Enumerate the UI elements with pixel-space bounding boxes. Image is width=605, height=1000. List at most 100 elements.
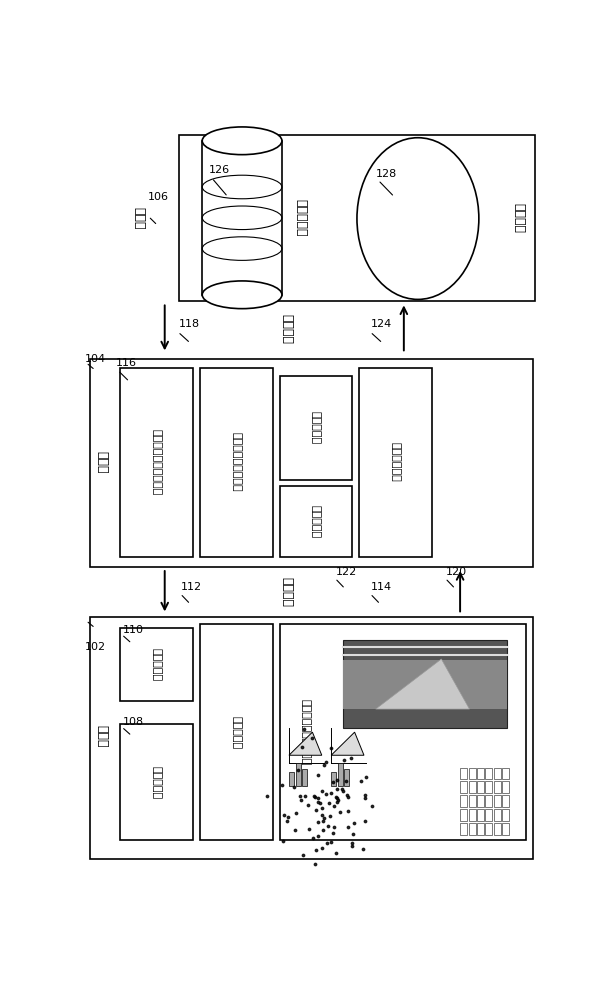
Point <box>289 779 299 795</box>
Point <box>319 757 329 773</box>
Bar <box>502 823 509 835</box>
Bar <box>302 769 307 786</box>
Bar <box>485 795 492 807</box>
Point <box>311 802 321 818</box>
Point <box>298 847 308 863</box>
Point <box>321 786 330 802</box>
Text: 文件系统: 文件系统 <box>512 203 525 233</box>
Text: 参数编辑器: 参数编辑器 <box>231 716 241 749</box>
Point <box>277 777 287 793</box>
Text: 112: 112 <box>181 582 202 592</box>
Point <box>367 798 377 814</box>
Bar <box>502 809 509 821</box>
Bar <box>120 628 193 701</box>
Text: 地震线推荐器: 地震线推荐器 <box>391 442 401 482</box>
Point <box>284 809 293 825</box>
Point <box>348 826 358 842</box>
Point <box>326 740 336 756</box>
Point <box>323 818 333 834</box>
Point <box>337 781 347 797</box>
Point <box>332 794 342 810</box>
Bar <box>494 795 501 807</box>
Point <box>347 835 356 851</box>
Bar <box>494 768 501 779</box>
Bar <box>289 772 294 786</box>
Bar <box>343 640 507 728</box>
Text: 108: 108 <box>122 717 143 727</box>
Point <box>358 841 368 857</box>
Point <box>346 750 356 766</box>
Point <box>347 838 357 854</box>
Text: 128: 128 <box>376 169 397 179</box>
Point <box>330 819 339 835</box>
Point <box>342 787 352 803</box>
Bar <box>460 781 467 793</box>
Point <box>317 783 327 799</box>
Point <box>310 856 319 872</box>
Text: 相似的地震数据搜索器: 相似的地震数据搜索器 <box>151 429 162 495</box>
Text: 124: 124 <box>371 319 392 329</box>
Point <box>348 815 358 831</box>
Bar <box>343 660 507 709</box>
Point <box>317 807 327 823</box>
Bar <box>120 368 193 557</box>
Bar <box>502 795 509 807</box>
Point <box>325 808 335 824</box>
Point <box>313 790 322 806</box>
Text: 106: 106 <box>148 192 169 202</box>
Bar <box>295 763 301 786</box>
Bar <box>477 795 484 807</box>
Polygon shape <box>376 659 469 709</box>
Text: 110: 110 <box>122 625 143 635</box>
Point <box>313 767 322 783</box>
Bar <box>331 772 336 786</box>
Point <box>333 792 342 808</box>
Bar <box>485 823 492 835</box>
Point <box>307 730 317 746</box>
Point <box>324 795 333 811</box>
Bar <box>494 781 501 793</box>
Bar <box>280 486 352 557</box>
Bar <box>494 809 501 821</box>
Point <box>317 840 327 856</box>
Bar <box>90 359 533 567</box>
Bar <box>468 823 476 835</box>
Bar <box>460 823 467 835</box>
Text: 网络通讯: 网络通讯 <box>280 577 293 607</box>
Bar <box>485 809 492 821</box>
Bar <box>338 763 343 786</box>
Bar <box>502 781 509 793</box>
Polygon shape <box>289 732 322 755</box>
Point <box>291 805 301 821</box>
Point <box>317 800 327 816</box>
Bar <box>468 768 476 779</box>
Text: 知识数据库: 知识数据库 <box>294 199 307 237</box>
Point <box>304 821 314 837</box>
Bar <box>477 781 484 793</box>
Point <box>318 813 328 829</box>
Ellipse shape <box>357 138 479 299</box>
Bar <box>460 809 467 821</box>
Text: 118: 118 <box>179 319 200 329</box>
Bar <box>460 768 467 779</box>
Bar <box>477 823 484 835</box>
Point <box>311 842 321 858</box>
Text: 客户端: 客户端 <box>95 725 108 747</box>
Point <box>333 781 342 797</box>
Text: 104: 104 <box>85 354 106 364</box>
Bar <box>468 781 476 793</box>
Point <box>318 822 328 838</box>
Bar <box>485 781 492 793</box>
Bar <box>280 624 526 840</box>
Point <box>327 785 336 801</box>
Point <box>310 789 319 805</box>
Ellipse shape <box>202 127 282 155</box>
Point <box>329 774 338 790</box>
Point <box>300 788 310 804</box>
Point <box>315 795 325 811</box>
Point <box>338 783 348 799</box>
Point <box>302 797 312 813</box>
Bar <box>359 368 432 557</box>
Point <box>293 762 302 778</box>
Bar <box>494 823 501 835</box>
